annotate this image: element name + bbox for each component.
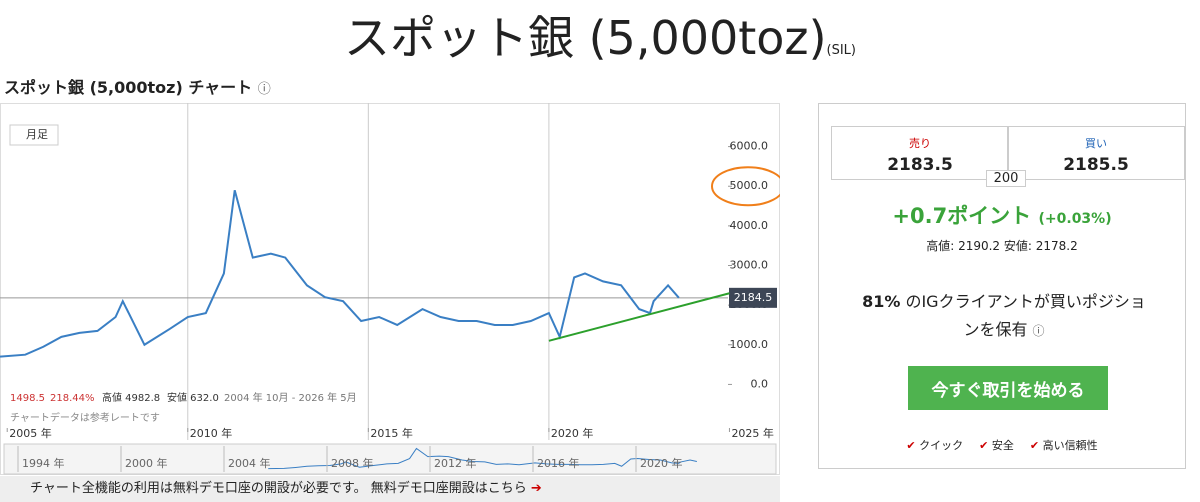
sentiment-pct: 81% <box>862 292 901 311</box>
navigator-label: 2004 年 <box>228 456 271 470</box>
high-low: 高値: 2190.2 安値: 2178.2 <box>819 237 1185 254</box>
trendline <box>548 292 730 342</box>
range: 2004 年 10月 - 2026 年 5月 <box>224 391 357 404</box>
y-tick-label: 5000.0 <box>730 179 769 192</box>
footer: チャート全機能の利用は無料デモ口座の開設が必要です。 無料デモ口座開設はこちら … <box>0 476 780 502</box>
period: 月足 <box>26 128 48 141</box>
trade-panel: 売り 2183.5 買い 2185.5 200 +0.7ポイント (+0.03%) … <box>818 103 1186 469</box>
sell-box[interactable]: 売り 2183.5 <box>831 126 1009 180</box>
note: チャートデータは参考レートです <box>10 411 160 424</box>
last-price-box <box>729 287 777 308</box>
low: 安値 632.0 <box>167 391 219 404</box>
navigator-label: 2020 年 <box>640 456 683 470</box>
sentiment: 81% のIGクライアントが買いポジションを保有 ⓘ <box>859 288 1149 345</box>
x-tick-label: 2015 年 <box>370 426 413 440</box>
title: スポット銀 (5,000toz) <box>343 11 827 65</box>
period-box <box>9 124 59 146</box>
badge: 安全 <box>979 439 1014 452</box>
x-tick-label: 2010 年 <box>190 426 233 440</box>
y-tick-label: 0.0 <box>751 377 769 390</box>
info-icon[interactable]: ⓘ <box>1032 324 1045 338</box>
x-tick-label: 2025 年 <box>731 426 774 440</box>
page-title: スポット銀 (5,000toz)(SIL) <box>0 2 1200 68</box>
change: 1498.5 <box>10 393 45 404</box>
navigator-area <box>268 447 697 470</box>
x-tick-label: 2005 年 <box>9 426 52 440</box>
price-line <box>0 189 680 358</box>
footer-link[interactable]: 無料デモ口座開設はこちら ➔ <box>370 481 542 496</box>
footer-link-text: 無料デモ口座開設はこちら <box>370 481 527 496</box>
y-tick-label: 3000.0 <box>730 259 769 272</box>
footer-text: チャート全機能の利用は無料デモ口座の開設が必要です。 <box>30 481 367 496</box>
badge: クイック <box>906 439 963 452</box>
navigator-label: 2000 年 <box>125 456 168 470</box>
sell-price: 2183.5 <box>887 155 953 175</box>
sentiment-text: のIGクライアントが買いポジションを保有 <box>905 292 1146 339</box>
navigator-label: 2008 年 <box>331 456 374 470</box>
spread: 200 <box>986 170 1026 187</box>
y-tick-label: 6000.0 <box>730 140 769 153</box>
chart-frame <box>0 103 780 475</box>
change-pct: (+0.03%) <box>1038 211 1112 227</box>
buy-box[interactable]: 買い 2185.5 <box>1007 126 1185 180</box>
low: 安値: 2178.2 <box>1003 239 1078 253</box>
navigator-label: 2016 年 <box>537 456 580 470</box>
last-price-label: 2184.5 <box>734 291 773 304</box>
change: +0.7ポイント (+0.03%) <box>819 200 1185 230</box>
navigator-label: 2012 年 <box>434 456 477 470</box>
high: 高値 4982.8 <box>102 391 160 404</box>
y-tick-label: 4000.0 <box>730 219 769 232</box>
buy-price: 2185.5 <box>1063 155 1129 175</box>
chart-heading: スポット銀 (5,000toz) チャート ⓘ <box>4 74 271 98</box>
sell-label: 売り <box>909 137 931 150</box>
info-icon[interactable]: ⓘ <box>257 82 271 97</box>
badge: 高い信頼性 <box>1030 439 1098 452</box>
subtitle: スポット銀 (5,000toz) チャート <box>4 78 253 97</box>
y-tick-label: 1000.0 <box>730 338 769 351</box>
code: (SIL) <box>826 43 856 58</box>
badges: クイック 安全 高い信頼性 <box>819 437 1185 453</box>
high: 高値: 2190.2 <box>926 239 1001 253</box>
x-tick-label: 2020 年 <box>551 426 594 440</box>
change-pct: 218.44% <box>50 393 95 404</box>
chart: 月足 チャートデータは参考レートです 1498.5 218.44% 高値 498… <box>0 103 780 475</box>
buy-label: 買い <box>1085 137 1107 150</box>
annotation-circle <box>711 166 780 207</box>
trade-button[interactable]: 今すぐ取引を始める <box>908 366 1108 410</box>
navigator-label: 1994 年 <box>22 456 65 470</box>
change-points: +0.7ポイント <box>892 204 1032 228</box>
